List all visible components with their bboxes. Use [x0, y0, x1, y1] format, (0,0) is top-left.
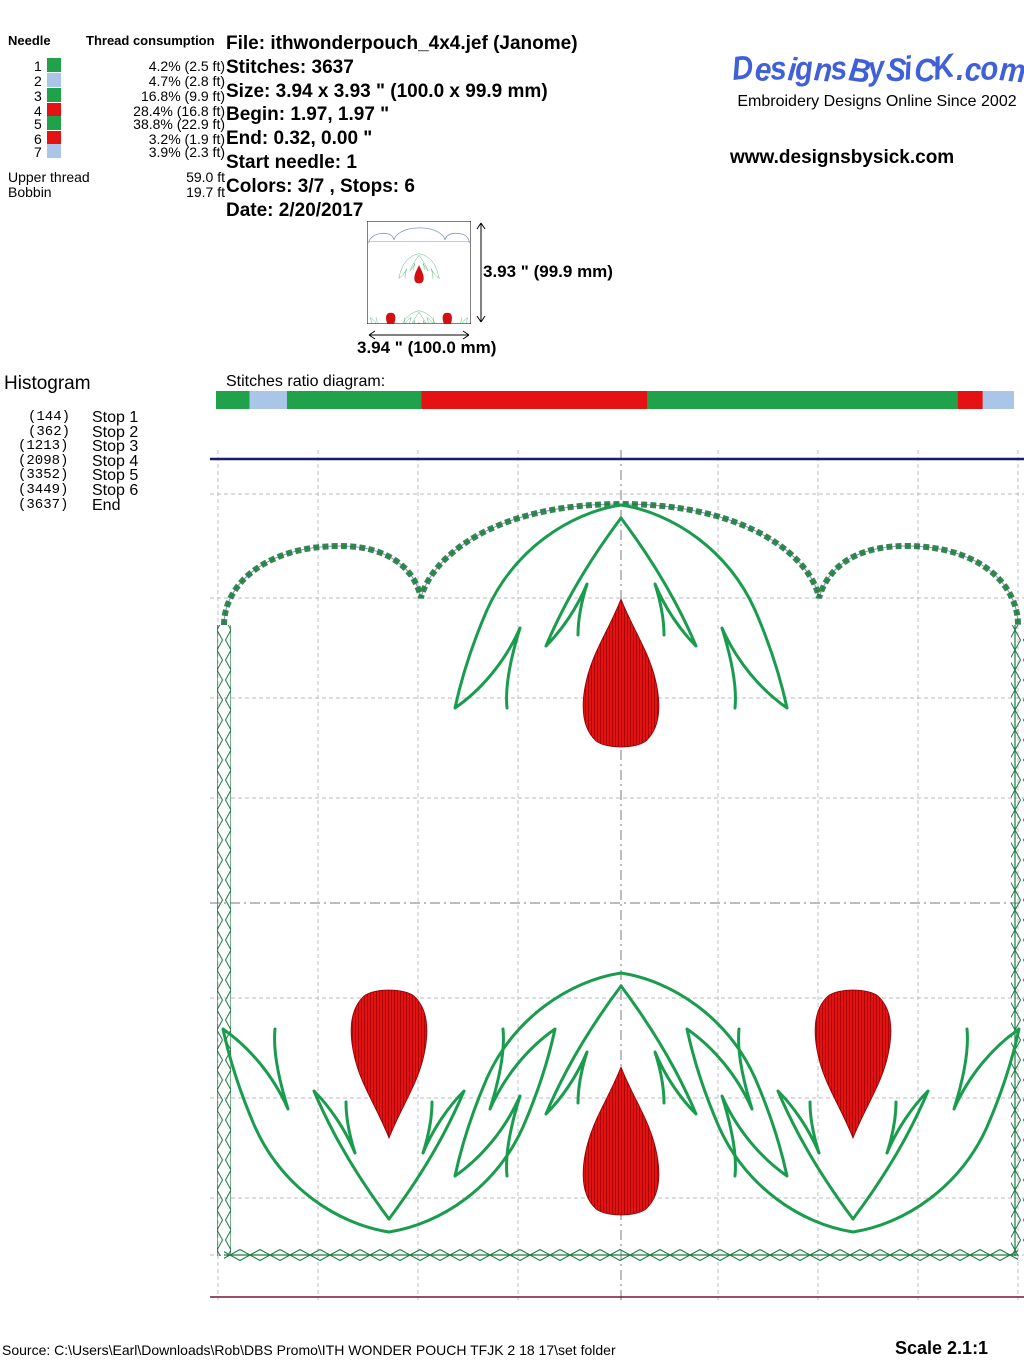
svg-text:DesignsBySiCK.com: DesignsBySiCK.com	[733, 46, 1024, 89]
